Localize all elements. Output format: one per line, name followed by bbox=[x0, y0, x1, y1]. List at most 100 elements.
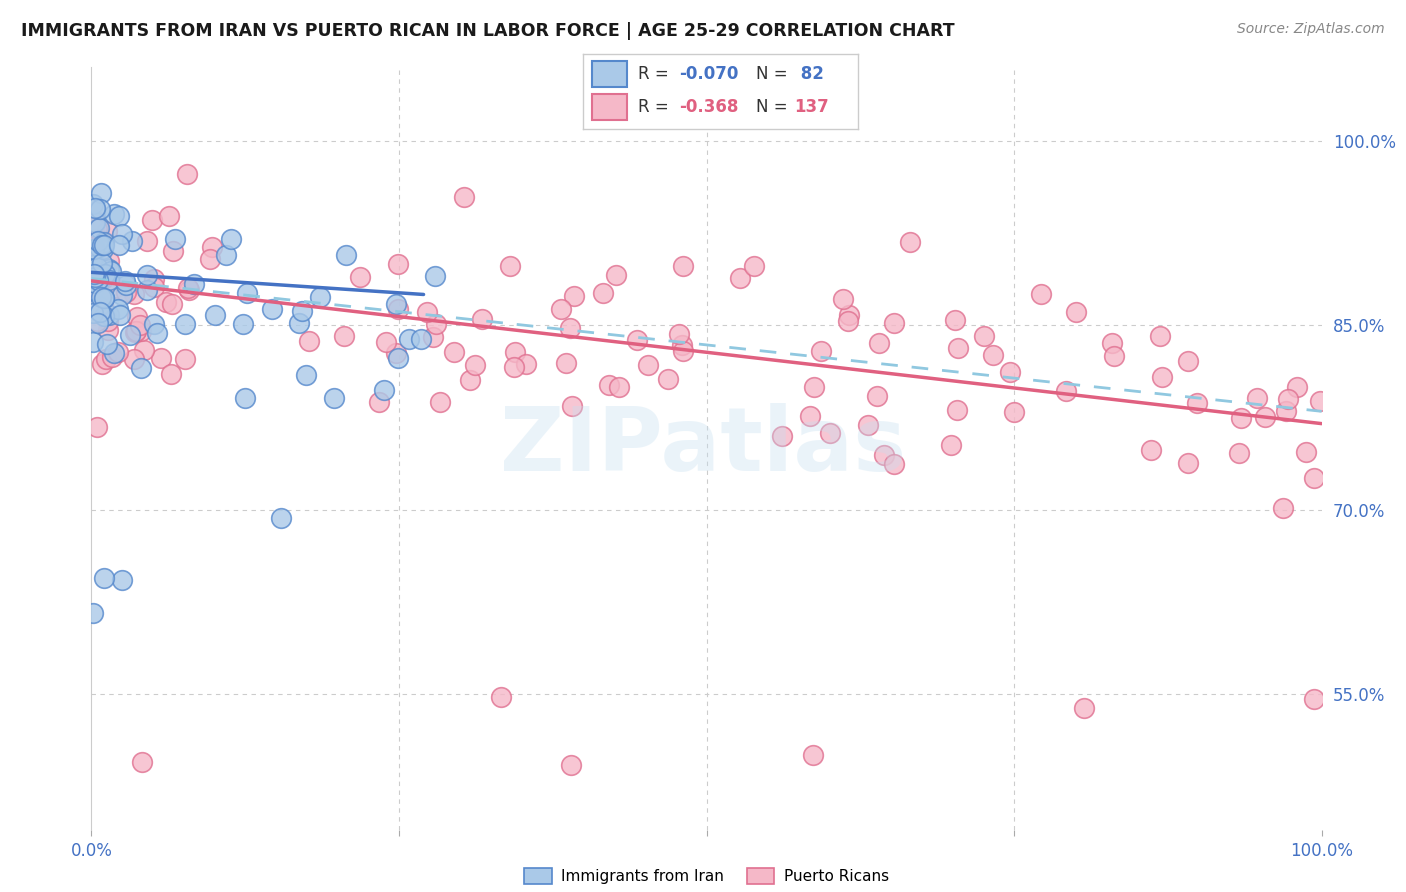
Point bbox=[998, 365, 1021, 379]
Point bbox=[425, 268, 447, 283]
Point bbox=[96, 224, 118, 238]
Point bbox=[801, 747, 824, 762]
Point bbox=[91, 299, 114, 313]
Point bbox=[94, 352, 117, 367]
Point bbox=[155, 295, 177, 310]
Point bbox=[1149, 329, 1171, 343]
Point bbox=[333, 329, 356, 343]
Point bbox=[1073, 701, 1095, 715]
Point bbox=[1140, 442, 1163, 457]
Point bbox=[97, 308, 120, 322]
Point bbox=[1102, 349, 1125, 363]
Point bbox=[135, 268, 157, 282]
Point bbox=[91, 255, 114, 269]
Point bbox=[107, 237, 129, 252]
Point bbox=[97, 314, 120, 328]
Point bbox=[657, 371, 679, 385]
Point bbox=[90, 186, 112, 201]
Point bbox=[83, 242, 105, 256]
Point bbox=[1177, 457, 1199, 471]
Point bbox=[142, 317, 165, 331]
Point bbox=[270, 511, 292, 525]
Point bbox=[136, 234, 159, 248]
Point bbox=[83, 238, 105, 252]
Point bbox=[561, 399, 583, 413]
Point bbox=[626, 333, 648, 347]
Point bbox=[89, 305, 111, 319]
Point bbox=[91, 242, 114, 256]
Point bbox=[122, 287, 145, 301]
Point bbox=[838, 308, 860, 322]
Point bbox=[607, 380, 630, 394]
Point bbox=[114, 274, 136, 288]
Point bbox=[742, 259, 765, 273]
Point bbox=[82, 335, 104, 350]
Point bbox=[86, 314, 108, 328]
Point bbox=[129, 325, 152, 339]
Point bbox=[87, 316, 110, 330]
Point bbox=[111, 288, 134, 302]
Point bbox=[93, 291, 115, 305]
Point bbox=[489, 690, 512, 704]
Point bbox=[1177, 354, 1199, 368]
Point bbox=[221, 232, 243, 246]
Point bbox=[373, 384, 395, 398]
Bar bbox=[592, 62, 627, 87]
Point bbox=[89, 273, 111, 287]
Point bbox=[174, 351, 197, 366]
Point bbox=[143, 280, 166, 294]
Point bbox=[260, 301, 283, 316]
Point bbox=[554, 356, 576, 370]
Point bbox=[981, 348, 1004, 362]
Point bbox=[87, 299, 110, 313]
Point bbox=[637, 358, 659, 372]
Point bbox=[818, 426, 841, 441]
Point bbox=[349, 269, 371, 284]
Point bbox=[136, 283, 159, 297]
Point bbox=[183, 277, 205, 291]
Point bbox=[1029, 287, 1052, 301]
Point bbox=[84, 269, 107, 284]
Point bbox=[115, 285, 138, 299]
Text: ZIPatlas: ZIPatlas bbox=[501, 402, 905, 490]
Bar bbox=[592, 95, 627, 120]
Text: 137: 137 bbox=[794, 98, 830, 116]
Point bbox=[605, 268, 627, 282]
Point bbox=[86, 260, 108, 274]
Point bbox=[560, 758, 582, 772]
Point bbox=[101, 351, 124, 365]
Point bbox=[515, 357, 537, 371]
Point bbox=[471, 312, 494, 326]
Text: 82: 82 bbox=[794, 65, 824, 83]
Point bbox=[82, 258, 104, 272]
Point bbox=[124, 325, 146, 339]
Point bbox=[122, 351, 145, 366]
Point bbox=[93, 267, 115, 281]
Point bbox=[93, 309, 115, 323]
Point bbox=[831, 293, 853, 307]
Point bbox=[499, 259, 522, 273]
Point bbox=[83, 201, 105, 215]
Point bbox=[592, 285, 614, 300]
Point bbox=[162, 244, 184, 258]
Point bbox=[103, 207, 125, 221]
Point bbox=[86, 222, 108, 236]
Point bbox=[1227, 446, 1250, 460]
Point bbox=[235, 391, 257, 405]
Point bbox=[770, 428, 793, 442]
Point bbox=[384, 297, 406, 311]
Point bbox=[87, 234, 110, 248]
Point bbox=[973, 329, 995, 343]
Point bbox=[1064, 304, 1087, 318]
Point bbox=[1303, 471, 1326, 485]
Point bbox=[89, 306, 111, 320]
Point bbox=[598, 378, 620, 392]
Point bbox=[114, 277, 136, 292]
Text: N =: N = bbox=[756, 98, 793, 116]
Text: Source: ZipAtlas.com: Source: ZipAtlas.com bbox=[1237, 22, 1385, 37]
Point bbox=[82, 305, 104, 319]
Point bbox=[173, 318, 195, 332]
Point bbox=[865, 389, 887, 403]
Point bbox=[387, 257, 409, 271]
Point bbox=[232, 317, 254, 331]
